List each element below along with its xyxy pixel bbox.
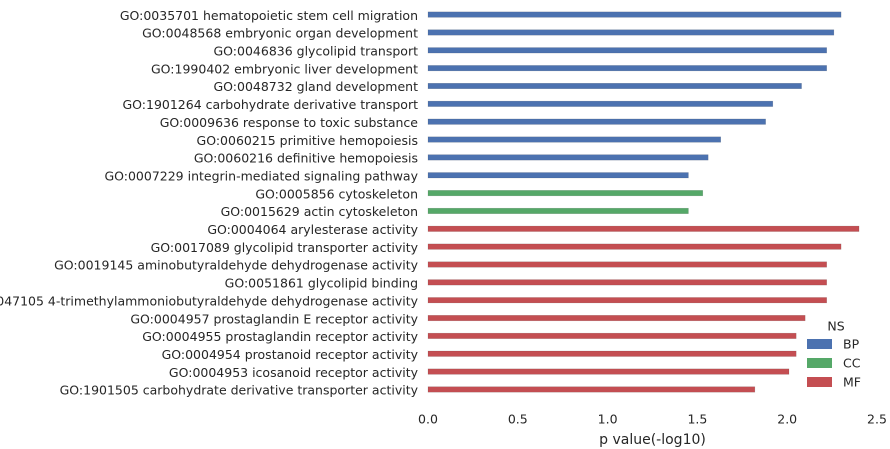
legend-label: CC [843,356,861,371]
bar-mf [427,386,756,393]
x-tick-label: 0.0 [418,412,438,427]
bar-bp [427,100,774,107]
bar-mf [427,297,827,304]
category-label: GO:0004955 prostaglandin receptor activi… [142,329,418,344]
legend-swatch-bp [807,339,832,349]
legend-title: NS [827,319,844,334]
x-tick-label: 2.5 [867,412,887,427]
x-tick-label: 1.5 [687,412,707,427]
category-label: GO:0004957 prostaglandin E receptor acti… [130,311,418,326]
category-label: GO:1990402 embryonic liver development [151,61,418,76]
category-label: GO:0060215 primitive hemopoiesis [197,133,418,148]
bar-mf [427,332,797,339]
bar-mf [427,368,790,375]
category-label: GO:0004953 icosanoid receptor activity [169,365,419,380]
bar-mf [427,243,842,250]
category-labels: GO:0035701 hematopoietic stem cell migra… [0,8,419,398]
bar-bp [427,118,766,125]
category-label: GO:1901264 carbohydrate derivative trans… [122,97,418,112]
bars-group [427,11,860,393]
category-label: GO:1901505 carbohydrate derivative trans… [60,383,419,398]
category-label: GO:0015629 actin cytoskeleton [221,204,418,219]
legend-label: MF [843,375,861,390]
x-axis-ticks: 0.0 0.5 1.0 1.5 2.0 2.5 [418,412,887,427]
legend-swatch-mf [807,377,832,387]
category-label: GO:0007229 integrin-mediated signaling p… [104,168,418,183]
bar-cc [427,190,704,197]
category-label: GO:0051861 glycolipid binding [225,276,418,291]
legend-swatch-cc [807,358,832,368]
category-label: GO:0019145 aminobutyraldehyde dehydrogen… [54,258,418,273]
category-label: GO:0048568 embryonic organ development [142,26,418,41]
x-tick-label: 1.0 [598,412,618,427]
bar-mf [427,261,827,268]
bar-mf [427,315,806,322]
x-axis-title: p value(-log10) [599,432,706,448]
x-tick-label: 2.0 [777,412,797,427]
category-label: GO:0009636 response to toxic substance [160,115,419,130]
bar-bp [427,29,835,36]
bar-bp [427,83,802,89]
category-label: GO:0060216 definitive hemopoiesis [194,151,418,166]
bar-bp [427,136,721,143]
x-tick-label: 0.5 [508,412,528,427]
bar-mf [427,279,827,286]
bar-bp [427,11,842,18]
category-label: GO:0047105 4-trimethylammoniobutyraldehy… [0,293,419,308]
category-label: GO:0004954 prostanoid receptor activity [162,347,419,362]
category-label: GO:0048732 gland development [213,79,418,94]
category-label: GO:0005856 cytoskeleton [255,186,418,201]
bar-mf [427,350,797,357]
bar-bp [427,172,689,179]
category-label: GO:0035701 hematopoietic stem cell migra… [120,8,418,23]
bar-mf [427,225,860,232]
legend: NS BP CC MF [807,319,861,390]
bar-cc [427,207,689,214]
category-label: GO:0004064 arylesterase activity [207,222,418,237]
category-label: GO:0017089 glycolipid transporter activi… [151,240,419,255]
bar-bp [427,47,827,54]
bar-bp [427,154,709,161]
bar-bp [427,65,827,72]
category-label: GO:0046836 glycolipid transport [213,44,418,59]
legend-label: BP [843,337,860,352]
